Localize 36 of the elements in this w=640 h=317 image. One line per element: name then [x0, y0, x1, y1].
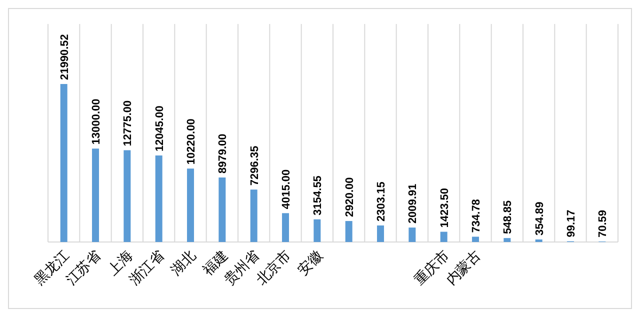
data-label: 13000.00	[90, 98, 102, 145]
data-label: 99.17	[566, 210, 578, 238]
bar	[535, 239, 542, 242]
bar	[472, 236, 479, 242]
bar	[155, 155, 162, 242]
data-label: 12045.00	[154, 106, 166, 152]
bar	[124, 150, 131, 242]
data-label: 70.59	[597, 210, 610, 238]
data-label: 10220.00	[186, 118, 198, 165]
data-label: 7296.35	[248, 146, 261, 186]
data-label: 2920.00	[344, 177, 356, 218]
data-label: 354.89	[534, 202, 546, 236]
data-label: 8979.00	[217, 134, 230, 174]
data-label: 2009.91	[407, 184, 420, 224]
data-label: 3154.55	[312, 176, 324, 216]
bar	[60, 84, 68, 242]
bar	[250, 190, 258, 242]
bar	[92, 148, 99, 242]
data-label: 734.78	[470, 199, 482, 233]
bar	[282, 213, 289, 242]
data-label: 21990.52	[58, 34, 71, 80]
data-label: 1423.50	[438, 188, 451, 228]
bar	[218, 177, 226, 242]
bar	[408, 228, 416, 242]
data-label: 2303.15	[376, 182, 388, 222]
x-tick-label: 安徽	[294, 248, 326, 279]
bar	[504, 238, 511, 242]
data-label: 548.85	[502, 200, 514, 234]
x-tick-label: 湖北	[168, 248, 200, 279]
data-label: 4015.00	[280, 169, 292, 210]
bar	[440, 232, 448, 242]
data-label: 12775.00	[122, 100, 134, 146]
bar	[345, 221, 352, 242]
bar	[377, 225, 384, 242]
bar	[187, 168, 194, 242]
bar	[314, 219, 321, 242]
